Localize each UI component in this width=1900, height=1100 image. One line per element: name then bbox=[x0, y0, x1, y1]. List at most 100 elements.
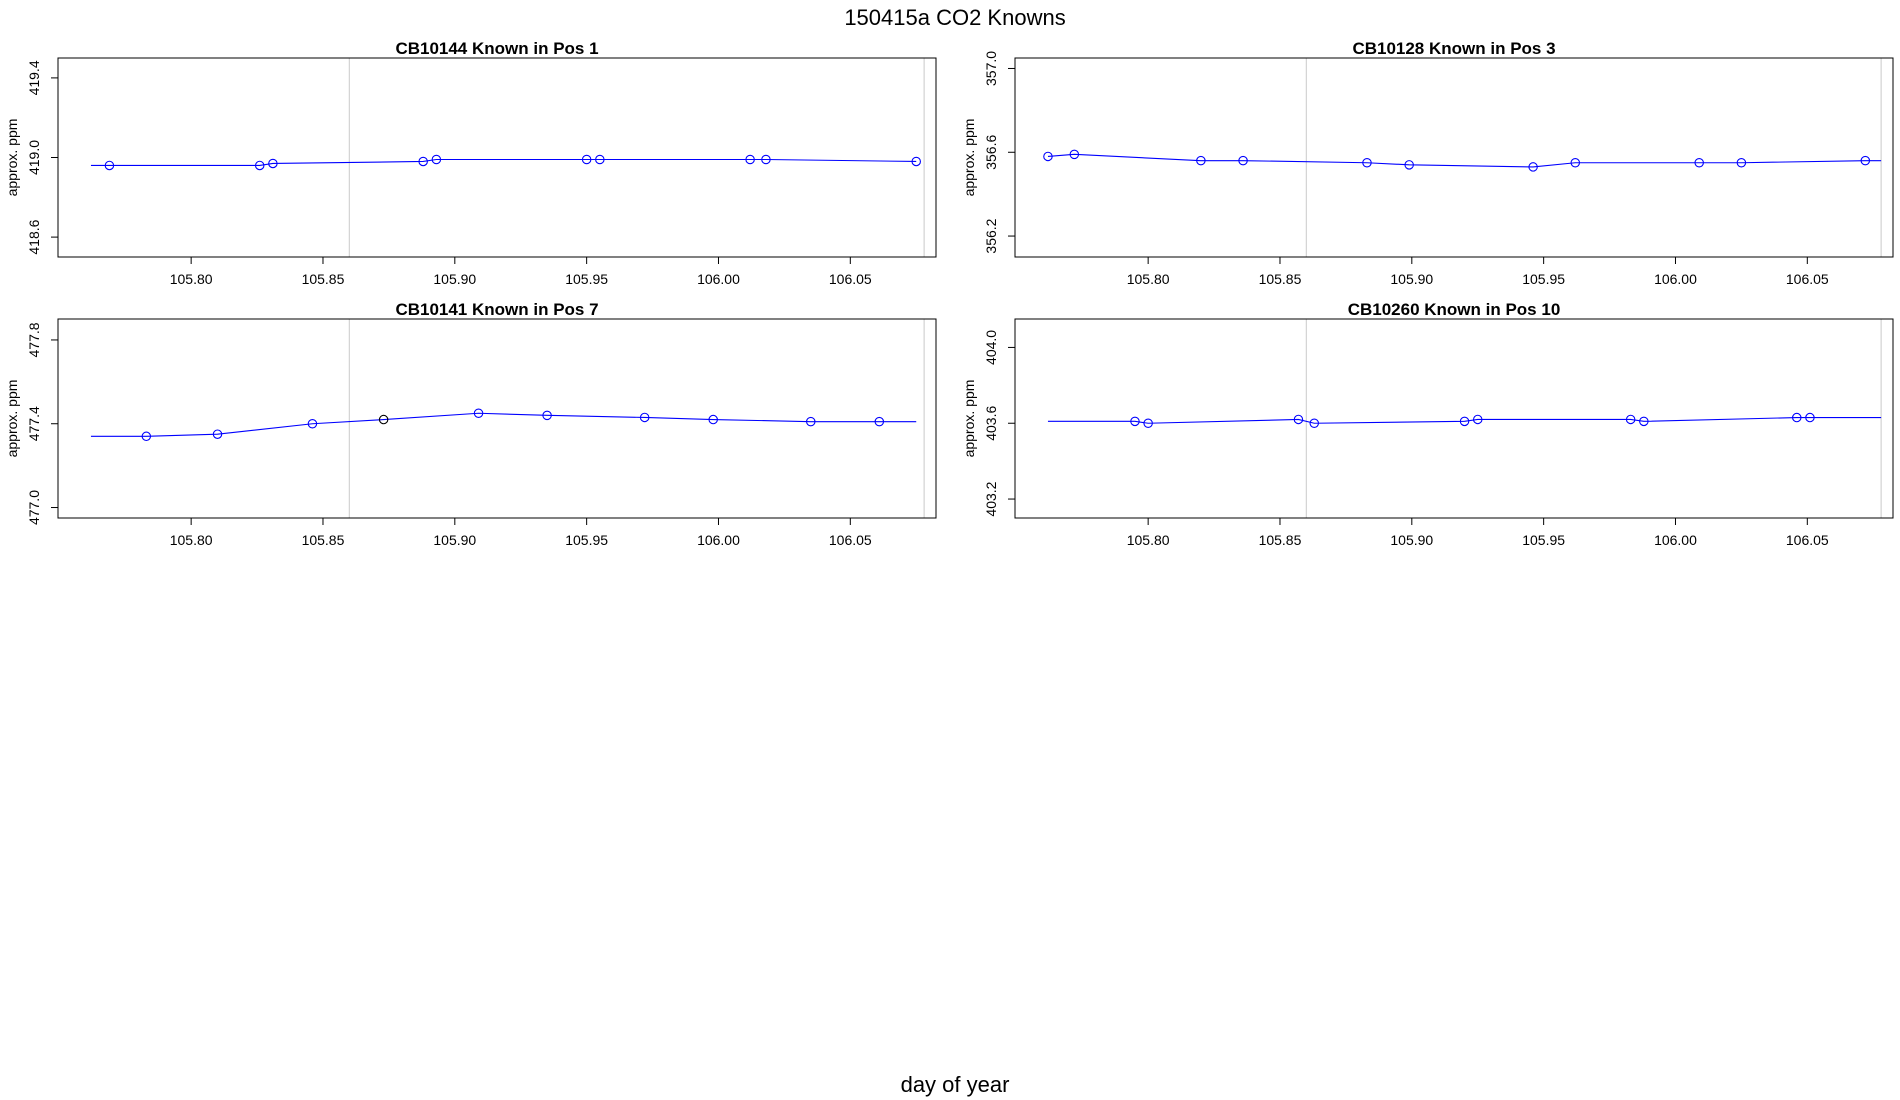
x-tick-label: 105.80 bbox=[170, 532, 213, 548]
x-tick-label: 105.85 bbox=[1259, 271, 1302, 287]
data-point bbox=[1472, 414, 1483, 425]
x-tick-label: 106.05 bbox=[829, 271, 872, 287]
panel-title: CB10128 Known in Pos 3 bbox=[1352, 39, 1555, 58]
y-axis-label: approx. ppm bbox=[961, 380, 977, 458]
data-point bbox=[1196, 155, 1206, 166]
data-point bbox=[1694, 157, 1704, 168]
x-tick-label: 105.95 bbox=[565, 532, 608, 548]
data-point bbox=[254, 160, 265, 171]
panels: CB10144 Known in Pos 1 105.80 105.85 105.90… bbox=[4, 39, 1894, 548]
x-tick-label: 106.00 bbox=[1654, 532, 1697, 548]
data-point bbox=[141, 431, 152, 442]
plot-frame bbox=[1014, 318, 1894, 519]
data-point bbox=[1362, 157, 1372, 168]
data-point bbox=[104, 160, 115, 171]
y-tick-label: 419.0 bbox=[26, 140, 42, 175]
panel-title: CB10260 Known in Pos 10 bbox=[1348, 300, 1561, 319]
data-point bbox=[1625, 414, 1636, 425]
data-point bbox=[581, 154, 592, 165]
data-point bbox=[1130, 416, 1140, 427]
x-tick-label: 105.85 bbox=[302, 532, 345, 548]
x-axis-label: day of year bbox=[901, 1072, 1010, 1097]
data-point bbox=[1459, 416, 1470, 427]
data-point bbox=[595, 154, 605, 165]
data-point bbox=[418, 156, 428, 167]
panel-title: CB10144 Known in Pos 1 bbox=[395, 39, 598, 58]
series-line bbox=[1047, 153, 1882, 168]
data-point bbox=[1736, 157, 1747, 168]
y-tick-label: 477.8 bbox=[26, 322, 42, 357]
data-point bbox=[268, 158, 278, 169]
x-tick-label: 105.90 bbox=[433, 271, 476, 287]
x-tick-label: 106.00 bbox=[697, 271, 740, 287]
data-point bbox=[874, 416, 885, 427]
x-tick-label: 105.95 bbox=[565, 271, 608, 287]
panel-4: CB10260 Known in Pos 10 105.80 105.85 105.9… bbox=[961, 300, 1894, 548]
data-point bbox=[911, 156, 921, 167]
x-tick-label: 106.05 bbox=[1786, 271, 1829, 287]
data-point bbox=[1043, 151, 1053, 162]
data-point bbox=[542, 410, 552, 421]
y-axis-label: approx. ppm bbox=[4, 380, 20, 458]
x-tick-label: 105.80 bbox=[1127, 532, 1170, 548]
data-point bbox=[1293, 414, 1304, 425]
data-point bbox=[1639, 416, 1649, 427]
data-point bbox=[431, 154, 442, 165]
data-point bbox=[1238, 155, 1248, 166]
plot-frame bbox=[57, 318, 937, 519]
x-tick-label: 105.95 bbox=[1522, 532, 1565, 548]
y-tick-label: 356.6 bbox=[983, 135, 999, 170]
data-point bbox=[1860, 155, 1871, 166]
x-tick-label: 105.90 bbox=[433, 532, 476, 548]
x-tick-label: 105.80 bbox=[170, 271, 213, 287]
series-line bbox=[1047, 416, 1882, 424]
x-tick-label: 106.00 bbox=[1654, 271, 1697, 287]
x-tick-label: 105.85 bbox=[302, 271, 345, 287]
series-line bbox=[90, 158, 917, 167]
y-tick-label: 404.0 bbox=[983, 330, 999, 365]
y-tick-label: 477.4 bbox=[26, 406, 42, 441]
data-point bbox=[806, 416, 816, 427]
data-point bbox=[745, 154, 755, 165]
y-tick-label: 403.2 bbox=[983, 481, 999, 516]
y-axis-label: approx. ppm bbox=[4, 119, 20, 197]
x-tick-label: 105.90 bbox=[1390, 271, 1433, 287]
data-point bbox=[212, 429, 223, 439]
data-point bbox=[1309, 418, 1320, 428]
data-point bbox=[1528, 162, 1538, 172]
y-tick-label: 356.2 bbox=[983, 218, 999, 253]
x-tick-label: 106.05 bbox=[829, 532, 872, 548]
y-axis-label: approx. ppm bbox=[961, 119, 977, 197]
data-point bbox=[1805, 412, 1815, 423]
data-point bbox=[307, 418, 318, 429]
x-tick-label: 105.95 bbox=[1522, 271, 1565, 287]
panel-2: CB10128 Known in Pos 3 105.80 105.85 105.90… bbox=[961, 39, 1894, 287]
x-tick-label: 106.00 bbox=[697, 532, 740, 548]
y-tick-label: 403.6 bbox=[983, 406, 999, 441]
y-tick-label: 418.6 bbox=[26, 219, 42, 254]
data-point bbox=[761, 154, 771, 165]
data-point bbox=[1404, 160, 1414, 170]
data-point bbox=[708, 414, 718, 425]
panel-3: CB10141 Known in Pos 7 105.80 105.85 105.90… bbox=[4, 300, 937, 548]
x-tick-label: 105.85 bbox=[1259, 532, 1302, 548]
panel-1: CB10144 Known in Pos 1 105.80 105.85 105.90… bbox=[4, 39, 937, 287]
x-tick-label: 105.80 bbox=[1127, 271, 1170, 287]
data-point bbox=[639, 412, 650, 423]
figure-title: 150415a CO2 Knowns bbox=[844, 5, 1065, 30]
data-point bbox=[1792, 412, 1802, 423]
y-tick-label: 419.4 bbox=[26, 60, 42, 95]
data-point bbox=[473, 408, 484, 419]
plot-frame bbox=[57, 57, 937, 258]
x-tick-label: 105.90 bbox=[1390, 532, 1433, 548]
plot-frame bbox=[1014, 57, 1894, 258]
panel-title: CB10141 Known in Pos 7 bbox=[395, 300, 598, 319]
data-point bbox=[1570, 157, 1581, 168]
highlighted-data-point bbox=[378, 414, 389, 425]
data-point bbox=[1143, 418, 1153, 428]
series-line bbox=[90, 412, 917, 437]
x-tick-label: 106.05 bbox=[1786, 532, 1829, 548]
y-tick-label: 477.0 bbox=[26, 490, 42, 525]
y-tick-label: 357.0 bbox=[983, 51, 999, 86]
